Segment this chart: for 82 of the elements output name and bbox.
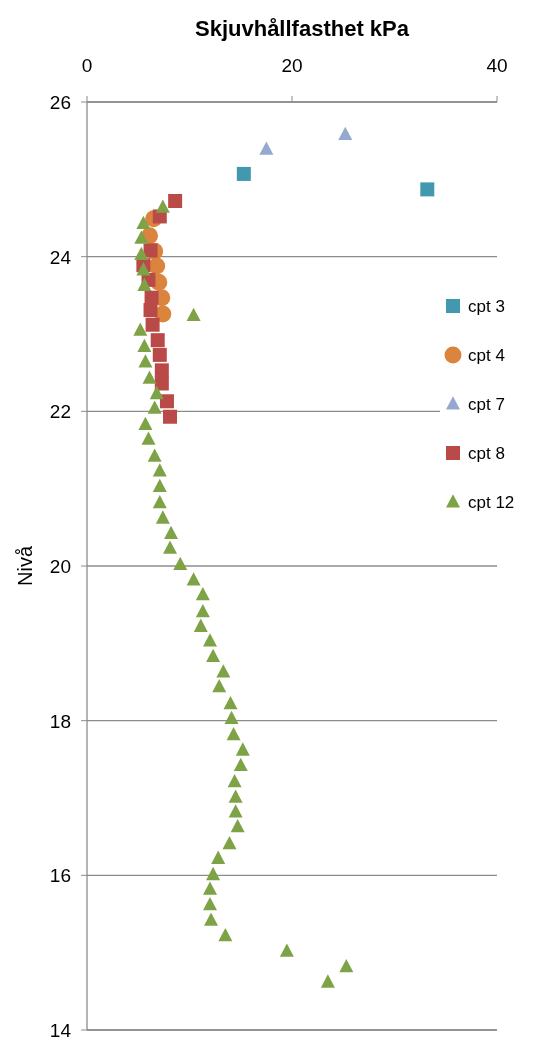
legend-label: cpt 7 [468,395,505,414]
point [206,866,221,881]
y-tick-label: 24 [49,246,72,268]
point [211,850,226,864]
point [141,431,156,445]
point [193,618,208,632]
point [235,742,250,756]
point [233,757,248,772]
y-tick-label: 14 [49,1020,72,1041]
point [159,394,174,409]
point [152,347,167,362]
point [230,818,245,833]
legend-label: cpt 12 [468,493,515,512]
point [143,243,158,258]
point [154,363,169,378]
point [147,400,162,414]
y-axis-title: Nivå [14,545,36,587]
point [134,230,149,244]
point [136,215,151,230]
point [195,603,210,618]
point [186,307,201,322]
chart-title: Skjuvhållfasthet kPa [195,16,410,41]
y-tick-label: 20 [49,556,71,577]
point [227,774,242,788]
point [137,277,152,291]
point [155,510,170,524]
point [152,478,167,492]
point [203,881,217,895]
point [133,322,148,336]
point [149,385,164,400]
point [195,586,210,601]
legend-label: cpt 3 [468,297,505,316]
point [145,317,160,332]
point [222,835,237,850]
point [168,193,183,208]
point [173,556,188,571]
point [259,141,274,155]
point [142,370,157,384]
point [148,257,166,275]
point [204,912,219,926]
point [224,710,239,724]
point [163,540,178,554]
point [206,648,221,663]
point [203,897,217,911]
point [226,726,241,741]
point [164,525,179,540]
point [154,376,169,391]
point [152,463,167,477]
point [137,338,152,352]
legend-label: cpt 4 [468,346,505,365]
point [138,354,153,368]
point [216,664,231,678]
point [420,182,435,197]
point [155,199,170,213]
y-tick-label: 18 [49,710,71,732]
point [228,804,243,818]
point [163,409,178,424]
point [279,943,294,957]
point [228,789,243,803]
legend-label: cpt 8 [468,444,505,463]
point [339,958,354,973]
point [203,633,217,647]
point [320,974,335,988]
y-tick-label: 26 [49,92,71,113]
point [150,333,165,348]
point [212,678,227,693]
point [236,166,251,181]
x-tick-label: 20 [281,55,303,76]
point [338,126,353,141]
y-tick-label: 16 [49,865,71,887]
point [147,448,162,462]
point [223,695,238,710]
x-tick-label: 0 [81,55,93,76]
point [138,416,153,431]
x-tick-label: 40 [486,55,508,76]
point [218,927,233,942]
point [134,246,149,260]
point [152,494,167,509]
point [186,572,201,586]
point [143,303,158,318]
y-tick-label: 22 [49,401,71,423]
point [136,262,151,276]
